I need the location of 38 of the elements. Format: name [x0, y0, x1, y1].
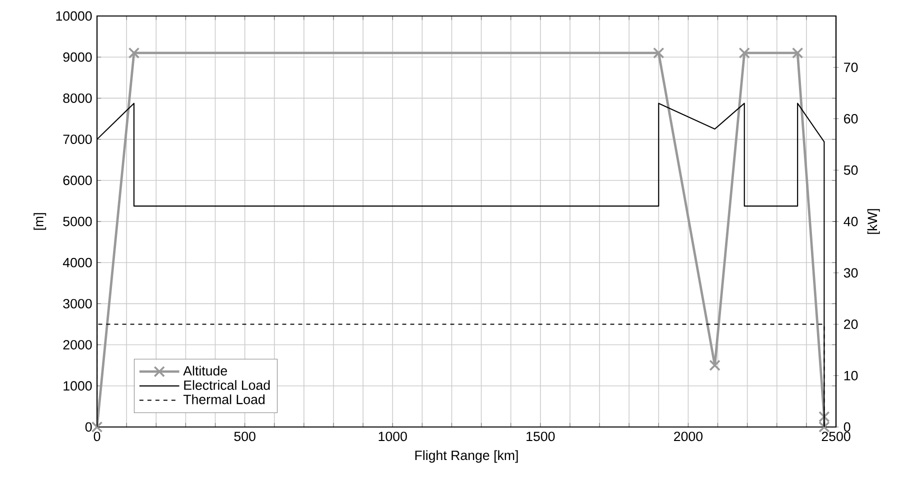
- y2-tick-label: 10: [844, 370, 858, 380]
- y2-tick-label: 20: [844, 320, 858, 329]
- y-tick-label: 0: [85, 422, 92, 432]
- y-tick-label: 1000: [64, 381, 92, 391]
- point: [818, 421, 830, 433]
- y2-tick-label: 40: [844, 216, 858, 226]
- y2-tick-label: 30: [844, 268, 858, 278]
- y-tick-label: 9000: [63, 52, 92, 62]
- y-axis-title: [m]: [34, 213, 46, 230]
- x-tick-label: 1000: [378, 432, 407, 442]
- x-tick-label: 2000: [674, 432, 703, 442]
- y2-axis-title: [kW]: [867, 209, 880, 234]
- y-tick-label: 5000: [63, 216, 92, 226]
- x-tick-label: 0: [94, 432, 100, 442]
- y2-tick-label: 0: [844, 422, 850, 432]
- y-tick-label: 3000: [63, 298, 92, 308]
- y-tick-label: 2000: [63, 340, 92, 350]
- point: [709, 360, 720, 371]
- y-tick-label: 8000: [63, 93, 92, 103]
- point: [818, 411, 830, 422]
- legend-label: Thermal Load: [183, 394, 265, 404]
- point: [652, 47, 664, 59]
- legend-label: Electrical Load: [184, 380, 270, 390]
- x-tick-label: 2500: [822, 432, 850, 442]
- y2-tick-label: 50: [844, 165, 858, 175]
- point: [128, 47, 140, 59]
- y2-tick-label: 70: [844, 62, 858, 72]
- point: [738, 47, 750, 59]
- y-tick-label: 6000: [63, 176, 92, 186]
- y-tick-label: 7000: [63, 134, 92, 144]
- point: [792, 47, 804, 59]
- y-tick-label: 10000: [56, 11, 92, 21]
- y-tick-label: 4000: [62, 258, 92, 268]
- x-tick-label: 1500: [526, 432, 555, 442]
- legend-label: Altitude: [183, 366, 227, 376]
- y2-tick-label: 60: [844, 114, 858, 124]
- x-axis-title: Flight Range [km]: [415, 450, 518, 463]
- x-tick-label: 500: [234, 432, 256, 442]
